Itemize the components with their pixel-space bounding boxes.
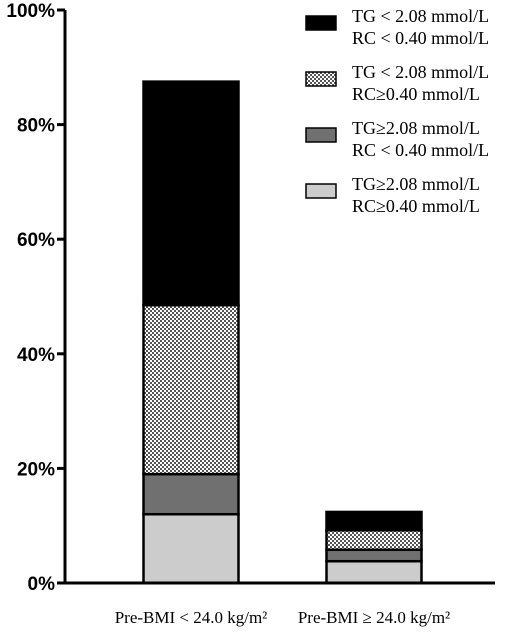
- y-tick-label: 60%: [17, 230, 55, 251]
- y-axis: 0% 20% 40% 60% 80% 100%: [6, 1, 495, 595]
- legend-label-line2: RC < 0.40 mmol/L: [352, 28, 489, 48]
- y-tick-label: 100%: [6, 1, 55, 22]
- legend-swatch: [305, 15, 337, 31]
- legend-label-line1: TG≥2.08 mmol/L: [352, 118, 480, 138]
- category-label: Pre-BMI ≥ 24.0 kg/m²: [298, 608, 450, 627]
- y-tick-label: 0%: [28, 574, 56, 595]
- bar-segment-c1-s2: [325, 529, 423, 552]
- bar-segment-c1-s1: [325, 548, 423, 563]
- bar-segment-c1-s3: [325, 510, 423, 532]
- category-label: Pre-BMI < 24.0 kg/m²: [115, 608, 268, 627]
- legend-swatch: [305, 183, 337, 199]
- legend-label-line1: TG < 2.08 mmol/L: [352, 6, 489, 26]
- legend-swatch: [305, 71, 337, 87]
- bar-segment-c1-s0: [325, 559, 423, 585]
- y-tick-label: 20%: [17, 459, 55, 480]
- legend-swatch: [305, 127, 337, 143]
- legend-label-line2: RC≥0.40 mmol/L: [352, 196, 480, 216]
- x-axis-categories: Pre-BMI < 24.0 kg/m² Pre-BMI ≥ 24.0 kg/m²: [115, 608, 450, 627]
- bar-segment-c0-s3: [142, 80, 240, 307]
- y-tick-label: 40%: [17, 345, 55, 366]
- bar-segment-c0-s1: [142, 472, 240, 516]
- bars-group: [142, 80, 423, 585]
- y-tick-label: 80%: [17, 116, 55, 137]
- legend: TG < 2.08 mmol/LRC < 0.40 mmol/LTG < 2.0…: [305, 6, 489, 216]
- legend-label-line1: TG < 2.08 mmol/L: [352, 62, 489, 82]
- bar-segment-c0-s0: [142, 512, 240, 585]
- legend-label-line2: RC≥0.40 mmol/L: [352, 84, 480, 104]
- bar-segment-c0-s2: [142, 303, 240, 476]
- legend-label-line2: RC < 0.40 mmol/L: [352, 140, 489, 160]
- legend-label-line1: TG≥2.08 mmol/L: [352, 174, 480, 194]
